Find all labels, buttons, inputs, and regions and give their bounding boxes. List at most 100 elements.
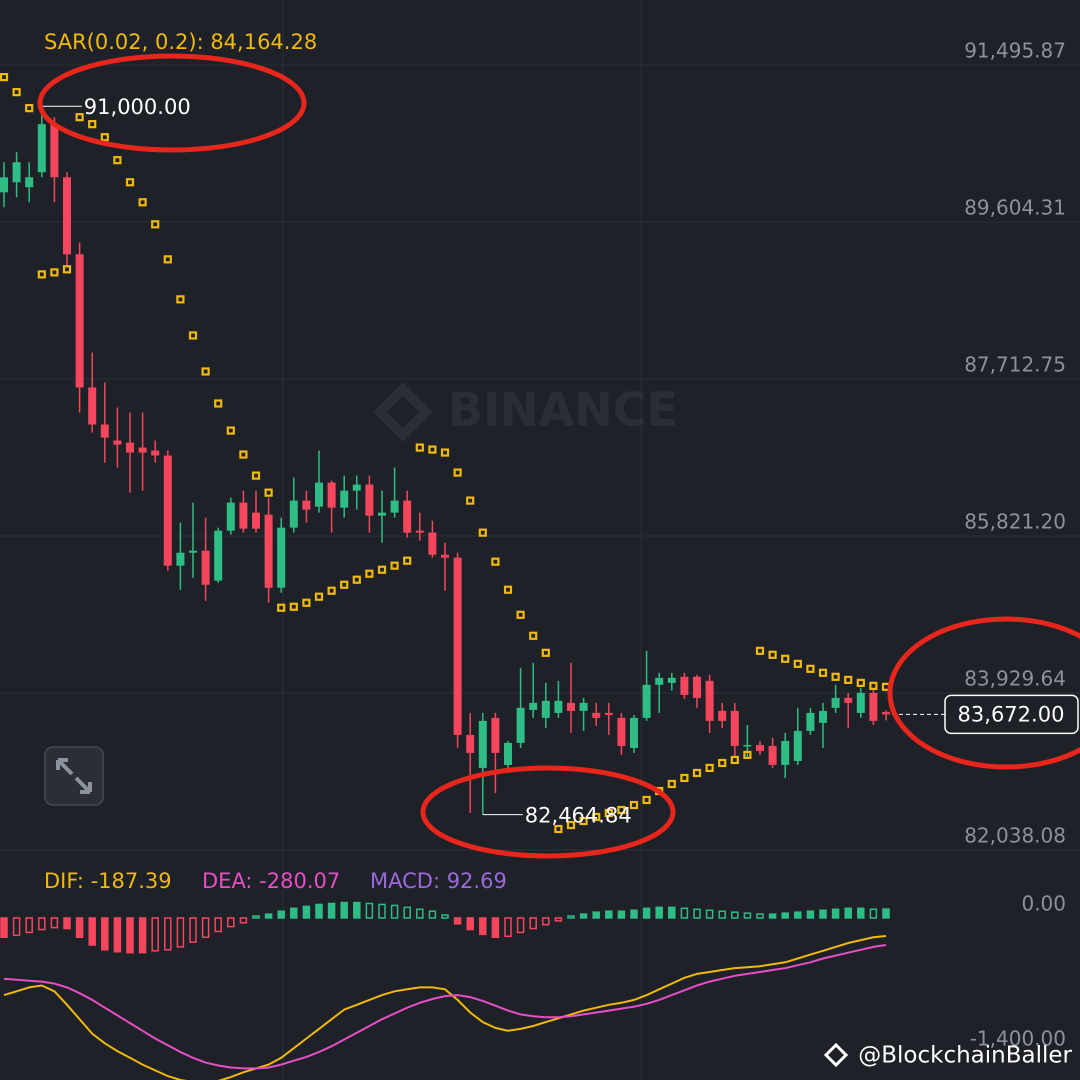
candle-body <box>768 745 777 765</box>
candle-body <box>352 484 361 491</box>
candle-body <box>0 177 8 193</box>
macd-bar <box>327 902 336 919</box>
sar-dot <box>491 557 500 566</box>
macd-bar <box>151 917 159 952</box>
sar-dot <box>516 610 525 619</box>
candle-body <box>466 734 475 753</box>
candle-body <box>617 717 626 746</box>
sar-dot <box>667 779 676 789</box>
macd-bar <box>806 910 815 919</box>
macd-bar <box>290 907 298 919</box>
candle-body <box>302 500 311 510</box>
macd-bar <box>25 917 33 934</box>
macd-bar <box>857 907 865 919</box>
macd-bar <box>592 911 600 919</box>
sar-dot <box>453 468 462 477</box>
macd-bar <box>138 917 147 954</box>
candle-body <box>705 680 714 721</box>
sar-dot <box>302 598 311 607</box>
sar-dot <box>554 824 563 834</box>
plot: 91,495.87 89,604.31 87,712.75 85,821.20 83,9… <box>0 30 1080 1080</box>
candle-body <box>630 717 638 748</box>
candle-body <box>201 550 210 585</box>
sar-dot <box>604 808 613 818</box>
sar-dot <box>239 450 248 459</box>
expand-button[interactable] <box>44 746 104 806</box>
candle-body <box>806 712 815 731</box>
highlight-ellipse <box>420 765 676 859</box>
candle-body <box>289 500 298 528</box>
macd-bar <box>718 910 726 919</box>
candle-body <box>277 527 286 588</box>
candle-body <box>453 557 462 735</box>
sar-dot <box>629 800 639 810</box>
last-price-label: 83,672.00 <box>958 702 1065 726</box>
y-tick-label: 89,604.31 <box>964 196 1066 220</box>
candle-body <box>642 684 651 718</box>
candle-body <box>831 697 840 708</box>
sar-dot <box>25 104 34 113</box>
macd-bar <box>12 917 21 937</box>
macd-bar <box>680 907 689 919</box>
sar-dot <box>201 367 210 376</box>
credit-text: @BlockchainBaller <box>858 1043 1072 1069</box>
macd-bar <box>693 908 701 919</box>
macd-bar <box>794 911 802 919</box>
legend-entry: MACD: 92.69 <box>370 869 507 893</box>
sar-dot <box>113 156 122 165</box>
sar-dot <box>718 758 727 768</box>
macd-bar <box>315 903 323 919</box>
sar-dot <box>856 678 865 687</box>
sar-dot <box>251 471 261 480</box>
sar-dot <box>352 575 361 584</box>
sar-dot <box>214 399 223 408</box>
candle-body <box>163 455 172 566</box>
sar-dot <box>743 750 752 759</box>
macd-bar <box>844 907 852 919</box>
macd-line <box>3 935 887 1080</box>
candle-body <box>793 730 802 761</box>
candle-body <box>340 490 349 508</box>
candle-body <box>781 740 790 765</box>
sar-dot <box>768 650 777 659</box>
macd-bar <box>554 917 563 922</box>
macd-bar <box>252 915 260 919</box>
sar-dot <box>478 528 487 537</box>
sar-dot <box>377 565 387 574</box>
candle-body <box>856 692 865 713</box>
macd-bar <box>264 913 273 919</box>
macd-bar <box>277 910 285 919</box>
y-tick-label: 0.00 <box>1021 891 1066 915</box>
candle-body <box>403 500 412 533</box>
candle-body <box>491 717 500 753</box>
sar-dot <box>541 648 550 657</box>
macd-bar <box>63 917 71 930</box>
candle-body <box>730 710 739 746</box>
macd-bar <box>416 908 424 919</box>
y-tick-label: 85,821.20 <box>964 510 1066 534</box>
candle-body <box>869 692 878 721</box>
candle-body <box>415 530 424 533</box>
legend-entry: DIF: -187.39 <box>44 869 172 893</box>
candle-body <box>75 254 84 388</box>
macd-bar <box>617 910 626 919</box>
candle-body <box>264 514 273 588</box>
macd-bar <box>227 917 235 928</box>
low-annotation: 82,464.84 <box>525 804 632 828</box>
candle-body <box>189 550 197 553</box>
macd-bar <box>567 915 575 919</box>
highlight-ellipse <box>37 53 307 153</box>
macd-bar <box>630 909 638 919</box>
candle-body <box>428 532 437 555</box>
sar-dot <box>503 585 513 594</box>
sar-dot <box>579 816 588 826</box>
candle-body <box>844 697 853 703</box>
candle-body <box>63 177 71 255</box>
high-annotation: 91,000.00 <box>84 95 191 119</box>
sar-dot <box>151 220 160 229</box>
sar-dot <box>466 496 475 505</box>
macd-bar <box>781 912 789 919</box>
sar-dot <box>365 569 374 578</box>
candle-body <box>12 162 21 183</box>
